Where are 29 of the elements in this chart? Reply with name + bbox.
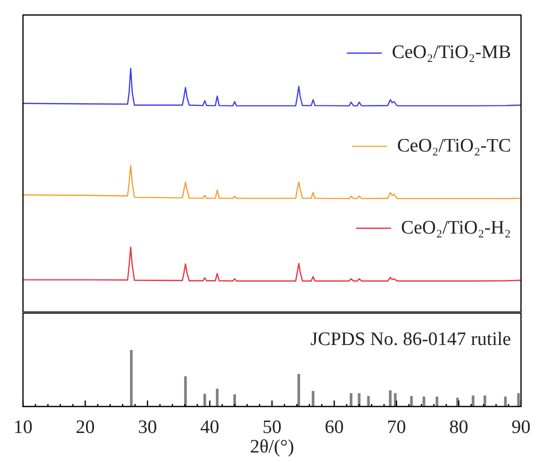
x-tick-label: 70 (387, 416, 406, 438)
bar (367, 396, 370, 406)
bar (312, 390, 314, 406)
bar (216, 388, 219, 406)
legend-label: CeO₂/TiO₂-TC (397, 135, 511, 156)
bar (388, 390, 392, 406)
bar (422, 396, 426, 406)
bar (517, 393, 520, 406)
x-tick-label: 20 (76, 416, 95, 438)
bar (410, 396, 413, 406)
bar (297, 374, 300, 406)
bar (350, 393, 352, 406)
bar (203, 394, 206, 406)
x-axis-title: 2θ/(°) (250, 436, 294, 458)
bar (436, 396, 438, 406)
bar (472, 395, 474, 406)
bar (504, 396, 507, 406)
series-label: JCPDS No. 86-0147 rutile (310, 328, 511, 350)
x-tick-label: 10 (14, 416, 32, 438)
legend-label: CeO₂/TiO₂-H₂ (401, 217, 511, 238)
x-tick-label: 50 (262, 416, 282, 438)
x-tick-label: 90 (512, 416, 530, 438)
legend-label: CeO₂/TiO₂-MB (392, 42, 511, 64)
bar (184, 376, 187, 406)
x-tick-label: 40 (200, 416, 220, 438)
bar (130, 350, 133, 406)
x-tick-label: 80 (449, 416, 468, 438)
x-tick-label: 60 (324, 416, 344, 438)
x-tick-label: 30 (138, 416, 157, 438)
